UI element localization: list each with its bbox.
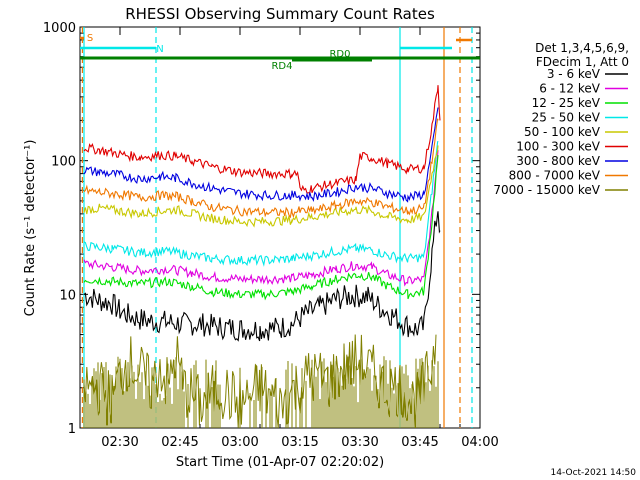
flag-label: RD4 (271, 61, 292, 72)
series-line (83, 150, 439, 287)
series-line (83, 155, 439, 301)
chart-title: RHESSI Observing Summary Count Rates (125, 5, 435, 23)
series-line (83, 211, 441, 342)
legend-label: 12 - 25 keV (532, 96, 601, 110)
legend-label: 50 - 100 keV (524, 125, 601, 139)
x-tick-label: 03:30 (341, 435, 378, 450)
legend-label: 300 - 800 keV (516, 154, 600, 168)
y-tick-label: 1 (68, 422, 76, 437)
series-line (83, 145, 439, 228)
series-line (83, 85, 441, 194)
legend-label: 6 - 12 keV (539, 82, 601, 96)
y-tick-label: 100 (51, 155, 76, 170)
y-tick-label: 10 (59, 288, 76, 303)
series-line (83, 118, 439, 219)
legend-label: 7000 - 15000 keV (493, 183, 600, 197)
y-axis-label: Count Rate (s⁻¹ detector⁻¹) (23, 140, 38, 317)
legend-label: 100 - 300 keV (516, 140, 600, 154)
series-line (83, 107, 439, 203)
y-tick-label: 1000 (43, 21, 76, 36)
x-tick-label: 03:15 (281, 435, 318, 450)
x-axis-label: Start Time (01-Apr-07 02:20:02) (176, 455, 384, 470)
generation-timestamp: 14-Oct-2021 14:50 (550, 468, 636, 478)
x-tick-label: 03:45 (401, 435, 438, 450)
flag-label: S (87, 33, 93, 44)
x-tick-label: 02:30 (101, 435, 138, 450)
x-tick-label: 03:00 (221, 435, 258, 450)
legend-label: 3 - 6 keV (547, 67, 601, 81)
x-tick-label: 04:00 (461, 435, 498, 450)
legend-header: FDecim 1, Att 0 (536, 55, 629, 69)
flag-label: N (156, 44, 163, 55)
legend-label: 25 - 50 keV (532, 111, 601, 125)
x-tick-label: 02:45 (161, 435, 198, 450)
series-line (83, 334, 437, 429)
legend-header: Det 1,3,4,5,6,9, (535, 41, 629, 55)
flag-label: RD0 (329, 49, 350, 60)
legend-label: 800 - 7000 keV (509, 169, 601, 183)
series-line (83, 140, 439, 267)
